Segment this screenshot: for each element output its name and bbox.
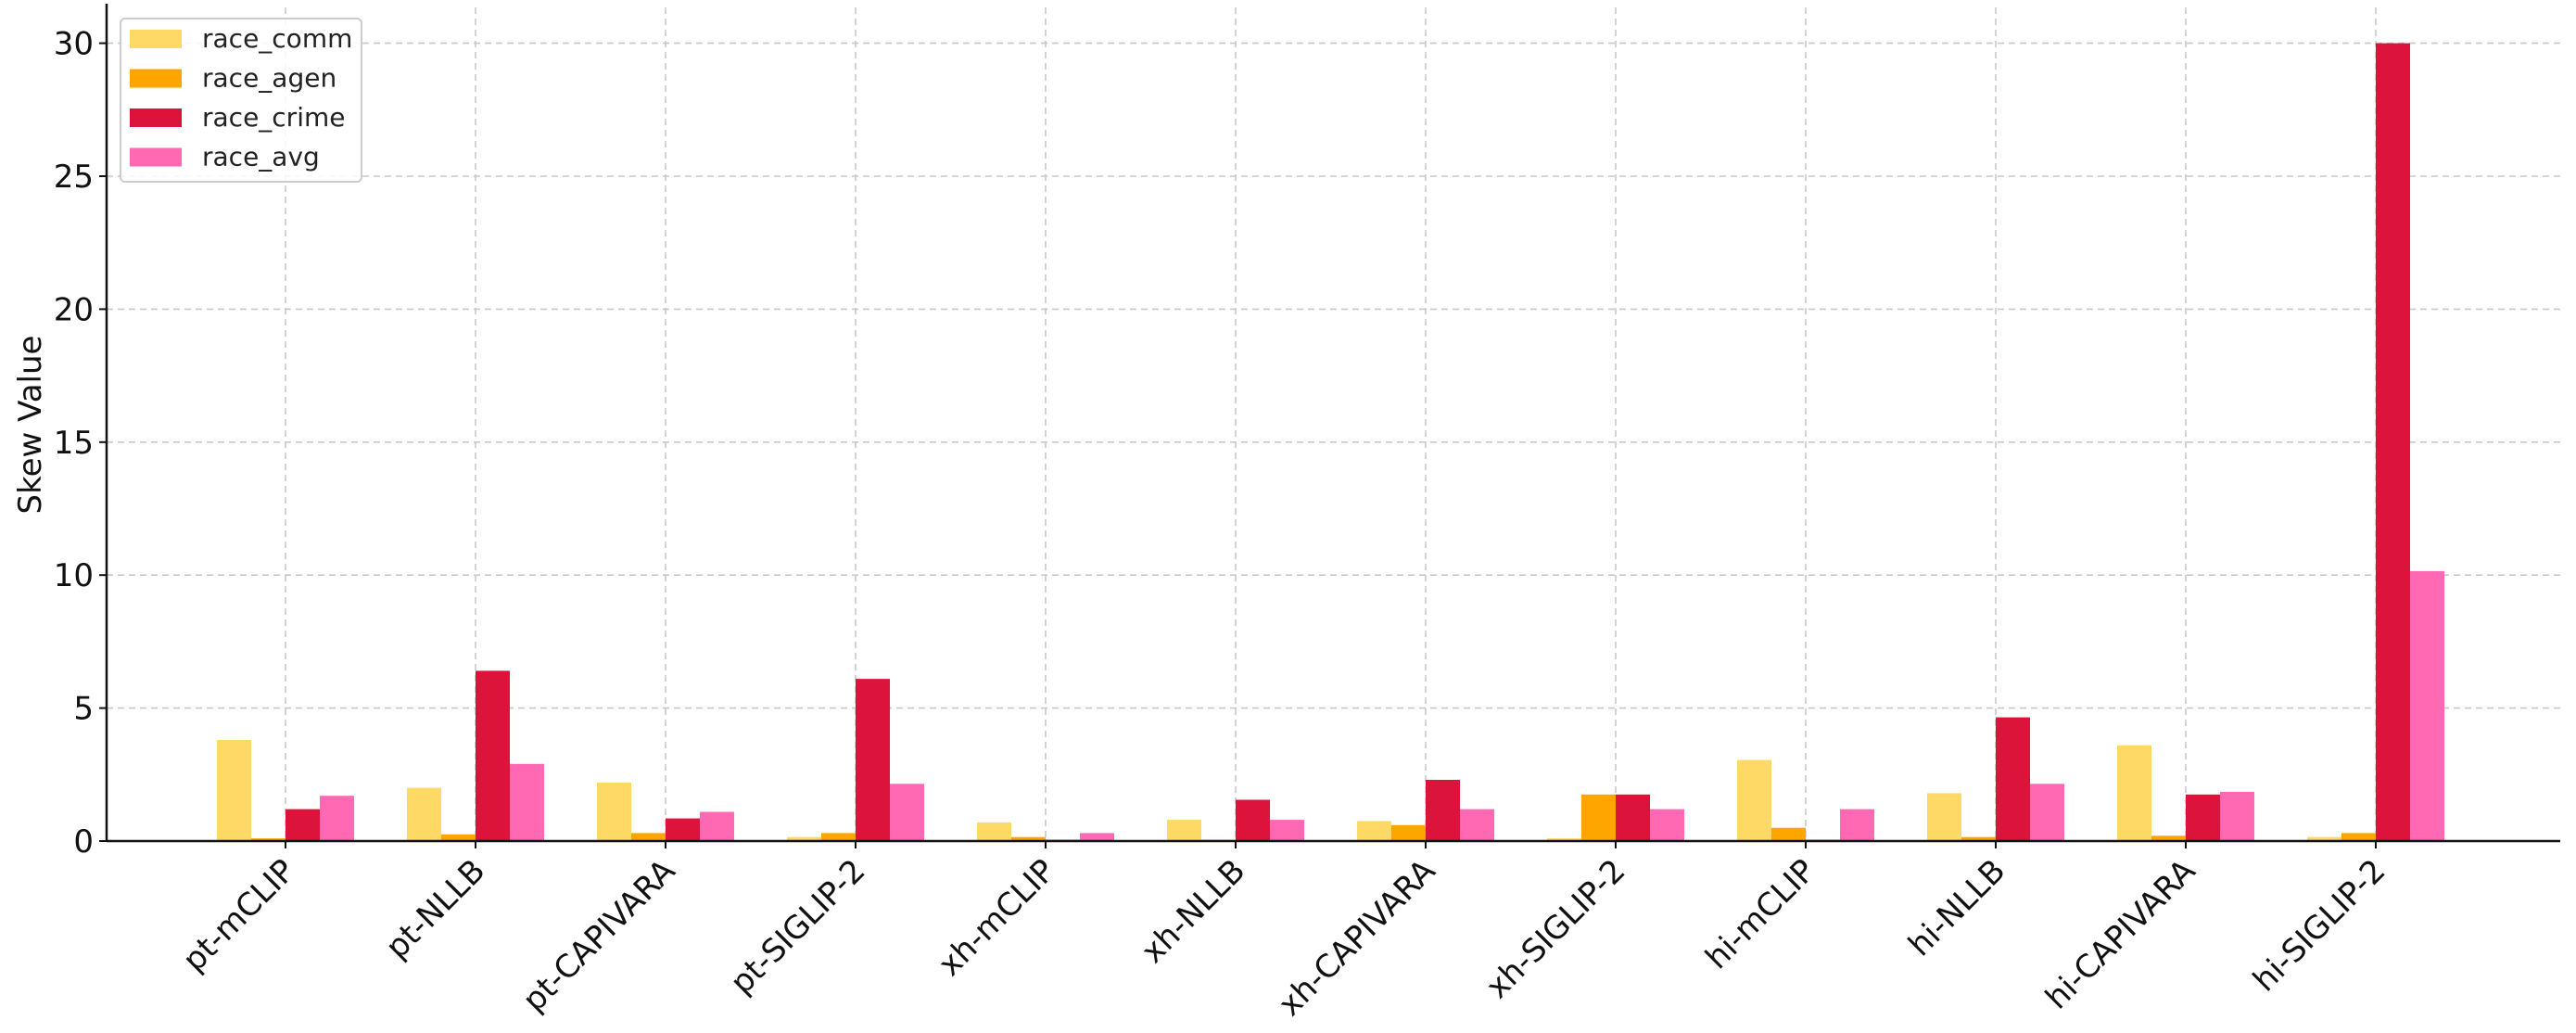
y-tick-label: 0: [73, 823, 94, 861]
bar-race_crime-xh-SIGLIP-2: [1616, 794, 1650, 841]
x-tick-label: xh-mCLIP: [932, 852, 1063, 984]
x-tick-label: hi-SIGLIP-2: [2246, 852, 2392, 999]
bar-race_avg-pt-SIGLIP-2: [890, 784, 924, 841]
bar-race_avg-hi-SIGLIP-2: [2410, 570, 2444, 841]
bar-race_comm-hi-CAPIVARA: [2117, 745, 2151, 841]
bar-race_agen-hi-NLLB: [1961, 836, 1996, 841]
x-tick-label: hi-mCLIP: [1698, 852, 1822, 976]
bar-race_crime-hi-NLLB: [1996, 717, 2030, 841]
legend-label-race_avg: race_avg: [202, 142, 320, 172]
legend-swatch-race_agen: [130, 69, 182, 88]
bar-race_agen-pt-CAPIVARA: [631, 833, 666, 841]
x-tick-label: pt-SIGLIP-2: [723, 852, 872, 1001]
bar-race_comm-xh-CAPIVARA: [1357, 821, 1391, 841]
bar-race_avg-hi-NLLB: [2030, 784, 2064, 841]
bar-race_agen-xh-SIGLIP-2: [1581, 794, 1616, 841]
grid-layer: [107, 7, 2560, 841]
bar-race_agen-xh-CAPIVARA: [1391, 824, 1426, 841]
bar-race_agen-hi-mCLIP: [1771, 827, 1806, 841]
bar-race_avg-pt-NLLB: [510, 763, 544, 841]
bar-race_comm-hi-SIGLIP-2: [2307, 836, 2341, 841]
legend-swatch-race_comm: [130, 30, 182, 48]
x-tick-label: xh-CAPIVARA: [1272, 852, 1443, 1024]
bar-race_comm-hi-mCLIP: [1737, 759, 1771, 841]
bar-race_comm-pt-NLLB: [407, 787, 441, 841]
bar-race_crime-pt-mCLIP: [286, 809, 320, 841]
axes-layer: [105, 4, 2560, 843]
bar-race_comm-xh-mCLIP: [977, 822, 1011, 841]
legend-label-race_comm: race_comm: [202, 23, 352, 54]
y-tick-label: 15: [54, 425, 94, 462]
y-tick-label: 20: [54, 291, 94, 328]
x-tick-label: xh-NLLB: [1135, 852, 1253, 971]
bar-race_avg-xh-NLLB: [1270, 820, 1304, 841]
legend-swatch-race_avg: [130, 147, 182, 167]
legend-label-race_agen: race_agen: [202, 63, 336, 94]
bar-race_crime-hi-SIGLIP-2: [2376, 43, 2410, 842]
x-tick-label: pt-NLLB: [378, 852, 492, 966]
bar-race_agen-pt-SIGLIP-2: [821, 833, 856, 841]
ticks-layer: 0 5 10 15 20 25 30 pt-mCLIP pt-NLLB pt-CAPIVARA pt…: [54, 26, 2393, 1024]
bar-race_comm-hi-NLLB: [1927, 793, 1961, 841]
y-tick-label: 25: [54, 159, 94, 196]
bar-race_avg-xh-SIGLIP-2: [1650, 809, 1684, 841]
bar-race_avg-hi-CAPIVARA: [2220, 791, 2254, 841]
bar-race_agen-hi-CAPIVARA: [2151, 835, 2186, 841]
bar-race_avg-xh-CAPIVARA: [1460, 809, 1494, 841]
bar-race_agen-hi-SIGLIP-2: [2341, 833, 2376, 841]
y-tick-label: 5: [73, 691, 94, 728]
y-tick-label: 30: [54, 26, 94, 63]
x-tick-label: xh-SIGLIP-2: [1479, 852, 1633, 1006]
bar-race_comm-pt-CAPIVARA: [597, 782, 631, 841]
bar-race_crime-pt-SIGLIP-2: [856, 679, 890, 841]
bar-race_crime-xh-NLLB: [1236, 799, 1270, 841]
bar-race_comm-xh-NLLB: [1167, 820, 1201, 841]
legend: race_comm race_agen race_crime race_avg: [120, 18, 362, 183]
legend-box: [120, 18, 362, 183]
y-axis-label: Skew Value: [12, 336, 49, 515]
bar-race_comm-xh-SIGLIP-2: [1547, 838, 1581, 841]
y-tick-label: 10: [54, 557, 94, 594]
bars-layer: [217, 43, 2444, 842]
bar-race_crime-hi-CAPIVARA: [2186, 794, 2220, 841]
legend-label-race_crime: race_crime: [202, 102, 345, 133]
bar-race_avg-xh-mCLIP: [1080, 833, 1114, 841]
x-tick-label: pt-CAPIVARA: [515, 852, 682, 1019]
bar-race_agen-pt-mCLIP: [251, 838, 286, 841]
bar-race_avg-pt-mCLIP: [320, 796, 354, 841]
bar-race_avg-hi-mCLIP: [1840, 809, 1874, 841]
x-tick-label: hi-CAPIVARA: [2038, 852, 2202, 1016]
bar-race_comm-pt-SIGLIP-2: [787, 836, 821, 841]
bar-race_agen-pt-NLLB: [441, 834, 476, 841]
bar-race_crime-xh-CAPIVARA: [1426, 780, 1460, 841]
bar-race_agen-xh-mCLIP: [1011, 836, 1046, 841]
x-tick-label: hi-NLLB: [1901, 852, 2012, 963]
x-tick-label: pt-mCLIP: [176, 852, 303, 979]
bar-race_crime-pt-NLLB: [476, 670, 510, 841]
legend-swatch-race_crime: [130, 108, 182, 127]
bar-race_crime-pt-CAPIVARA: [666, 818, 700, 841]
bar-race_avg-pt-CAPIVARA: [700, 811, 734, 841]
bar-race_comm-pt-mCLIP: [217, 740, 251, 841]
